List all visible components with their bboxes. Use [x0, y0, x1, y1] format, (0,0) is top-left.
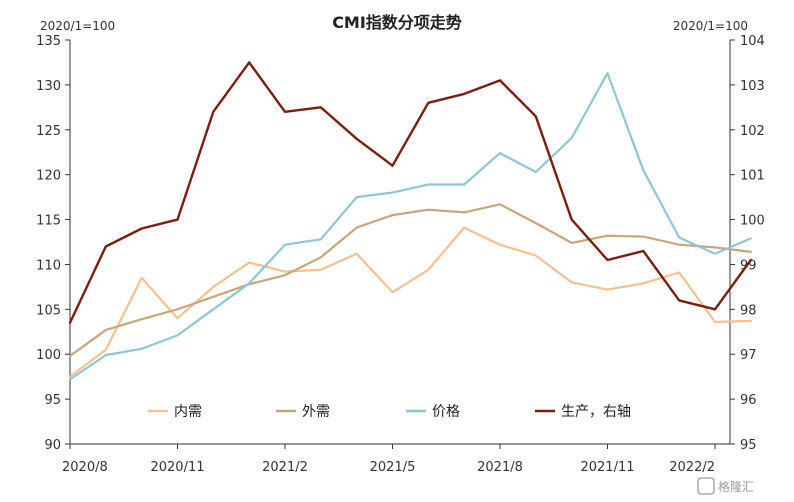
legend-label-2: 外需 — [302, 404, 330, 420]
chart-title: CMI指数分项走势 — [332, 13, 462, 32]
left-tick-label: 115 — [36, 214, 61, 229]
right-tick-label: 95 — [740, 438, 757, 453]
series-line-3 — [68, 72, 752, 381]
x-tick-label: 2022/2 — [669, 460, 715, 475]
left-tick-label: 110 — [36, 258, 61, 273]
left-tick-label: 130 — [36, 79, 61, 94]
left-tick-label: 90 — [44, 438, 61, 453]
x-tick-label: 2021/2 — [262, 460, 308, 475]
left-axis-unit: 2020/1=100 — [40, 19, 115, 33]
x-tick-label: 2021/8 — [477, 460, 523, 475]
left-tick-label: 95 — [44, 393, 61, 408]
right-tick-label: 96 — [740, 393, 757, 408]
series-line-1 — [68, 226, 752, 378]
right-tick-label: 100 — [740, 214, 765, 229]
legend: 内需 外需 价格 生产，右轴 — [148, 404, 631, 420]
x-tick-label: 2020/8 — [62, 460, 108, 475]
right-axis-unit: 2020/1=100 — [673, 19, 748, 33]
watermark-text: 格隆汇 — [718, 479, 754, 494]
legend-label-4: 生产，右轴 — [561, 404, 631, 420]
right-tick-label: 98 — [740, 303, 757, 318]
right-tick-label: 102 — [740, 124, 765, 139]
right-tick-label: 101 — [740, 169, 765, 184]
legend-label-1: 内需 — [174, 404, 202, 420]
left-tick-label: 105 — [36, 303, 61, 318]
legend-label-3: 价格 — [432, 404, 460, 420]
watermark: 格隆汇 — [697, 477, 754, 495]
series-line-2 — [68, 203, 752, 358]
axes-group: 135 130 125 120 115 110 105 100 95 90 104 103 102 101… — [36, 34, 765, 475]
series-lines-group — [68, 61, 752, 381]
watermark-logo-icon — [697, 477, 715, 495]
series-line-4 — [68, 61, 752, 324]
x-tick-label: 2020/11 — [150, 460, 204, 475]
x-tick-label: 2021/5 — [370, 460, 416, 475]
left-tick-label: 120 — [36, 169, 61, 184]
right-tick-label: 104 — [740, 34, 765, 49]
left-tick-label: 135 — [36, 34, 61, 49]
right-tick-label: 97 — [740, 348, 757, 363]
left-tick-label: 125 — [36, 124, 61, 139]
right-tick-label: 103 — [740, 79, 765, 94]
left-tick-label: 100 — [36, 348, 61, 363]
x-tick-label: 2021/11 — [580, 460, 634, 475]
